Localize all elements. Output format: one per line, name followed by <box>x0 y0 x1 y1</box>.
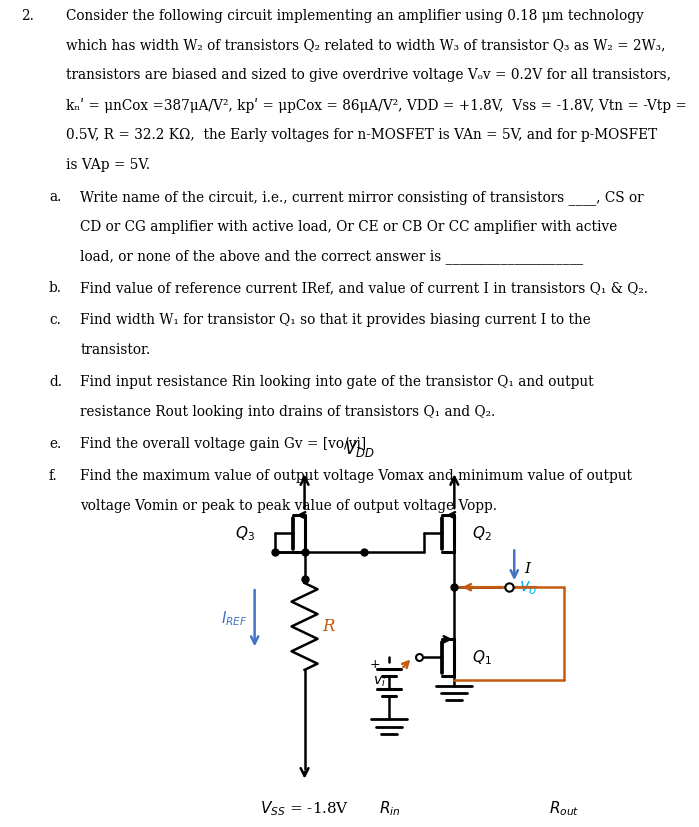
Text: 2.: 2. <box>21 9 34 23</box>
Text: e.: e. <box>49 437 62 451</box>
Text: Find the overall voltage gain Gv = [vo/vi]: Find the overall voltage gain Gv = [vo/v… <box>80 437 366 451</box>
Text: $Q_3$: $Q_3$ <box>235 524 254 543</box>
Text: kₙʹ = μnCox =387μA/V², kpʹ = μpCox = 86μA/V², VDD = +1.8V,  Vss = -1.8V, Vtn = -: kₙʹ = μnCox =387μA/V², kpʹ = μpCox = 86μ… <box>66 98 687 113</box>
Text: c.: c. <box>49 313 61 327</box>
Text: a.: a. <box>49 189 62 203</box>
Text: is VAp = 5V.: is VAp = 5V. <box>66 158 150 172</box>
Text: +: + <box>369 657 380 671</box>
Text: $R_{in}$: $R_{in}$ <box>379 800 401 819</box>
Text: $R_{out}$: $R_{out}$ <box>549 800 579 819</box>
Text: $v_o$: $v_o$ <box>519 579 538 595</box>
Text: Write name of the circuit, i.e., current mirror consisting of transistors ____, : Write name of the circuit, i.e., current… <box>80 189 644 204</box>
Text: 0.5V, R = 32.2 KΩ,  the Early voltages for n-MOSFET is VAn = 5V, and for p-MOSFE: 0.5V, R = 32.2 KΩ, the Early voltages fo… <box>66 128 658 142</box>
Text: Find width W₁ for transistor Q₁ so that it provides biasing current I to the: Find width W₁ for transistor Q₁ so that … <box>80 313 591 327</box>
Text: $I_{REF}$: $I_{REF}$ <box>221 609 247 628</box>
Text: b.: b. <box>49 281 62 295</box>
Text: Consider the following circuit implementing an amplifier using 0.18 μm technolog: Consider the following circuit implement… <box>66 9 644 23</box>
Text: $Q_1$: $Q_1$ <box>473 648 492 667</box>
Text: voltage Vomin or peak to peak value of output voltage Vopp.: voltage Vomin or peak to peak value of o… <box>80 499 498 513</box>
Text: load, or none of the above and the correct answer is ____________________: load, or none of the above and the corre… <box>80 250 584 265</box>
Text: d.: d. <box>49 375 62 390</box>
Text: $Q_2$: $Q_2$ <box>473 524 492 543</box>
Text: Find input resistance Rin looking into gate of the transistor Q₁ and output: Find input resistance Rin looking into g… <box>80 375 594 390</box>
Text: Find value of reference current IRef, and value of current I in transistors Q₁ &: Find value of reference current IRef, an… <box>80 281 649 295</box>
Text: CD or CG amplifier with active load, Or CE or CB Or CC amplifier with active: CD or CG amplifier with active load, Or … <box>80 220 618 233</box>
Text: transistor.: transistor. <box>80 343 151 357</box>
Text: $V_{DD}$: $V_{DD}$ <box>344 439 375 459</box>
Text: I: I <box>524 562 531 576</box>
Text: resistance Rout looking into drains of transistors Q₁ and Q₂.: resistance Rout looking into drains of t… <box>80 405 496 419</box>
Text: transistors are biased and sized to give overdrive voltage Vₒv = 0.2V for all tr: transistors are biased and sized to give… <box>66 69 672 83</box>
Text: $v_i$: $v_i$ <box>373 675 385 690</box>
Text: which has width W₂ of transistors Q₂ related to width W₃ of transistor Q₃ as W₂ : which has width W₂ of transistors Q₂ rel… <box>66 39 666 53</box>
Text: f.: f. <box>49 469 58 483</box>
Text: $V_{SS}$ = -1.8V: $V_{SS}$ = -1.8V <box>260 800 349 819</box>
Text: Find the maximum value of output voltage Vomax and minimum value of output: Find the maximum value of output voltage… <box>80 469 633 483</box>
Text: R: R <box>322 618 335 635</box>
